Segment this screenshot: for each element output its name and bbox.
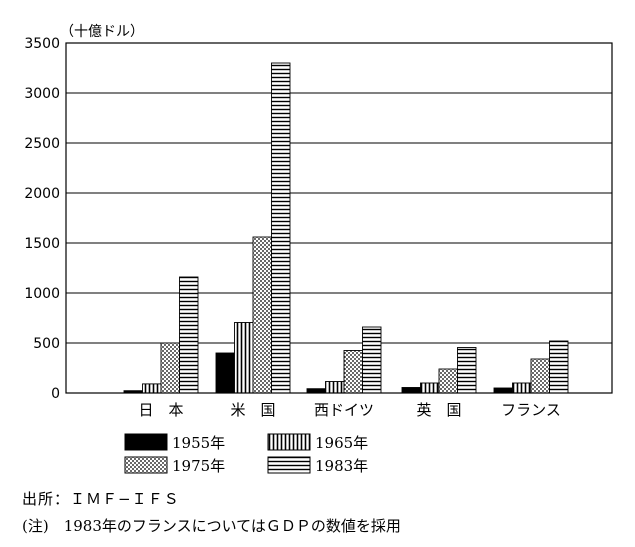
bar xyxy=(343,350,363,394)
legend-swatch-1983 xyxy=(267,456,311,474)
bar xyxy=(457,347,477,394)
legend-label-1965: 1965年 xyxy=(315,434,368,452)
bar xyxy=(234,322,254,394)
bar xyxy=(438,368,458,394)
legend-label-1983: 1983年 xyxy=(315,457,368,475)
gridlines xyxy=(66,92,612,344)
y-tick-label: 2500 xyxy=(24,136,60,152)
category-labels: 日 本 米 国 西ドイツ 英 国 フランス xyxy=(138,401,560,419)
bar xyxy=(401,387,421,394)
y-tick-label: 3000 xyxy=(24,86,60,102)
bar xyxy=(271,62,291,394)
unit-label: （十億ドル） xyxy=(60,24,144,40)
legend: 1955年 1965年 1975年 1983年 xyxy=(124,433,368,475)
legend-swatch-1955 xyxy=(124,433,168,451)
legend-swatch-1975 xyxy=(124,456,168,474)
bar xyxy=(306,388,326,394)
bar xyxy=(420,382,440,394)
category-label: 西ドイツ xyxy=(314,401,374,419)
y-tick-label: 1500 xyxy=(24,236,60,252)
bar xyxy=(512,382,532,394)
bar xyxy=(179,276,199,394)
category-label: 米 国 xyxy=(230,401,275,419)
bar xyxy=(160,342,180,394)
bar xyxy=(215,352,235,394)
bar xyxy=(530,358,550,394)
bar xyxy=(549,340,569,394)
y-axis-ticks: 0 500 1000 1500 2000 2500 3000 3500 xyxy=(24,36,60,402)
y-tick-label: 1000 xyxy=(24,286,60,302)
category-label: 日 本 xyxy=(138,401,183,419)
category-label: フランス xyxy=(501,401,561,419)
bar xyxy=(325,381,345,394)
y-tick-label: 2000 xyxy=(24,186,60,202)
bar xyxy=(142,383,162,394)
legend-swatch-1965 xyxy=(267,433,311,451)
bar xyxy=(362,326,382,394)
bar xyxy=(493,387,513,394)
legend-label-1955: 1955年 xyxy=(172,434,225,452)
legend-label-1975: 1975年 xyxy=(172,457,225,475)
y-tick-label: 3500 xyxy=(24,36,60,52)
bar xyxy=(252,236,272,394)
y-tick-label: 0 xyxy=(51,386,60,402)
source-note: 出所：ＩＭＦ−ＩＦＳ xyxy=(22,490,180,508)
category-label: 英 国 xyxy=(416,401,461,419)
y-tick-label: 500 xyxy=(33,336,60,352)
bars xyxy=(123,62,569,394)
footnote: (注) 1983年のフランスについてはＧＤＰの数値を採用 xyxy=(22,517,401,535)
plot-frame xyxy=(65,42,613,394)
